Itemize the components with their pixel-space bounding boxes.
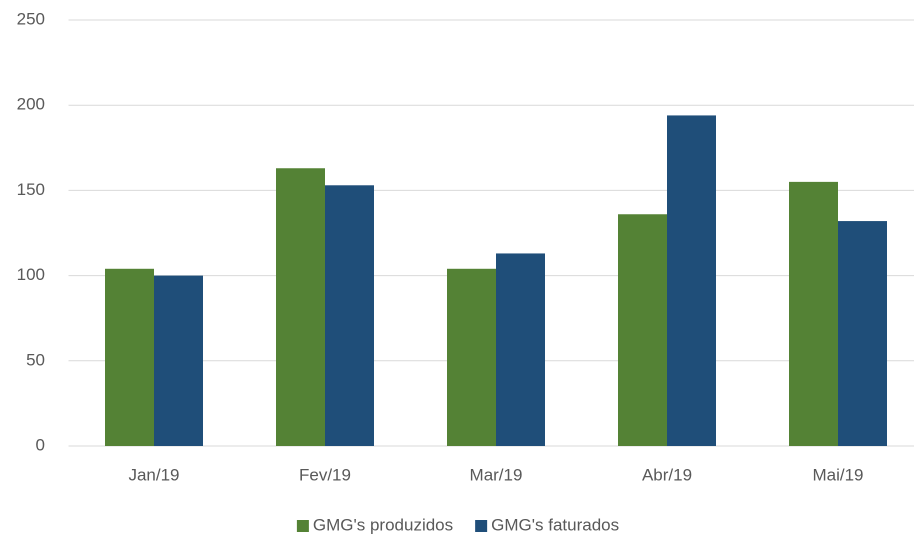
bar: [667, 115, 716, 446]
x-tick-label: Mar/19: [470, 465, 523, 484]
y-tick-label: 250: [17, 9, 45, 28]
x-tick-label: Jan/19: [128, 465, 179, 484]
y-tick-label: 0: [36, 435, 45, 454]
legend-label: GMG's faturados: [491, 515, 619, 534]
y-tick-label: 200: [17, 95, 45, 114]
x-tick-label: Abr/19: [642, 465, 692, 484]
bar: [618, 214, 667, 446]
bar: [789, 181, 838, 446]
bar: [447, 268, 496, 446]
bar: [105, 268, 154, 446]
bar: [325, 185, 374, 446]
legend-swatch: [296, 520, 309, 532]
legend-label: GMG's produzidos: [313, 515, 453, 534]
x-tick-label: Fev/19: [299, 465, 351, 484]
x-tick-label: Mai/19: [812, 465, 863, 484]
bar: [496, 253, 545, 446]
bar: [838, 221, 887, 446]
y-tick-label: 100: [17, 265, 45, 284]
y-tick-label: 50: [26, 350, 45, 369]
bar: [276, 168, 325, 447]
legend-swatch: [475, 520, 488, 532]
bar: [154, 275, 203, 446]
y-tick-label: 150: [17, 180, 45, 199]
